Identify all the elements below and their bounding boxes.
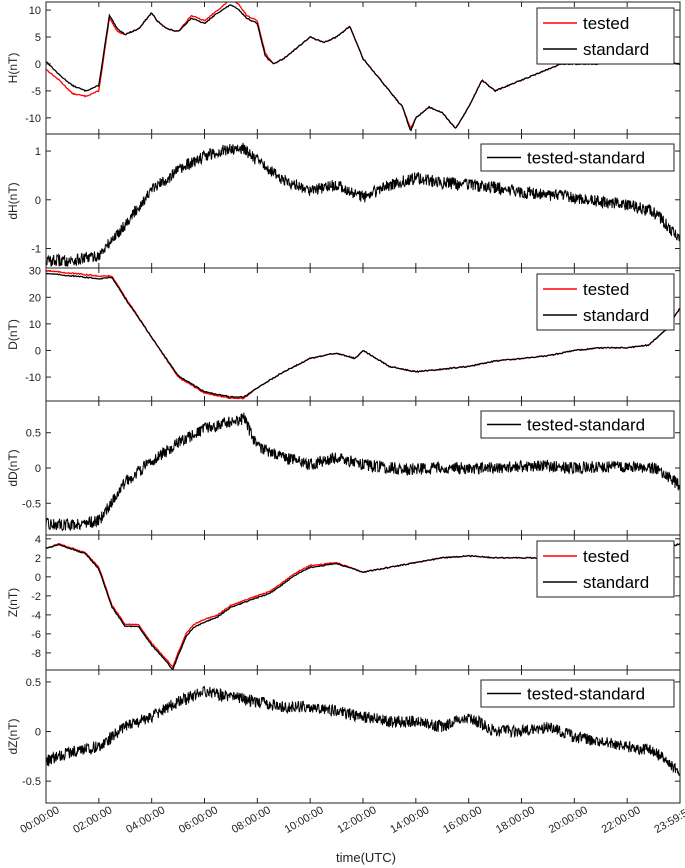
y-tick-label: 10 xyxy=(29,319,41,331)
x-tick-label: 12:00:00 xyxy=(335,804,378,836)
subplot-6: 0.5 0 -0.5 dZ(nT) tested-standard xyxy=(6,669,681,804)
x-tick-label: 22:00:00 xyxy=(600,804,643,836)
x-tick-label: 20:00:00 xyxy=(547,804,590,836)
x-tick-label: 04:00:00 xyxy=(124,804,167,836)
y-tick-label: 2 xyxy=(35,553,41,565)
y-axis-label: dD(nT) xyxy=(6,449,20,486)
y-tick-label: -2 xyxy=(31,591,41,603)
y-tick-label: 0 xyxy=(35,463,41,475)
shared-time-axis: 00:00:00 02:00:00 04:00:00 06:00:00 08:00:00… xyxy=(18,804,685,836)
legend: tested standard xyxy=(536,540,675,598)
y-tick-label: 4 xyxy=(35,534,41,546)
legend: tested-standard xyxy=(480,143,675,172)
x-tick-label: 08:00:00 xyxy=(230,804,273,836)
legend-label-diff: tested-standard xyxy=(527,416,645,435)
series-line-tested-standard xyxy=(46,412,680,532)
legend-label-diff: tested-standard xyxy=(527,149,645,168)
y-axis-label: Z(nT) xyxy=(6,588,20,617)
legend-box xyxy=(536,273,675,331)
legend-label-standard: standard xyxy=(583,306,649,325)
y-tick-label: 20 xyxy=(29,292,41,304)
legend-label-tested: tested xyxy=(583,14,629,33)
y-tick-label: 30 xyxy=(29,266,41,278)
y-tick-label: -10 xyxy=(25,372,41,384)
x-tick-label: 00:00:00 xyxy=(18,804,61,836)
y-tick-label: 1 xyxy=(35,146,41,158)
legend: tested standard xyxy=(536,273,675,331)
y-tick-label: 0 xyxy=(35,59,41,71)
series-group xyxy=(46,412,680,532)
x-tick-label: 18:00:00 xyxy=(494,804,537,836)
x-tick-label: 10:00:00 xyxy=(283,804,326,836)
legend: tested standard xyxy=(536,7,675,65)
series-line-standard xyxy=(46,272,680,399)
series-group xyxy=(46,270,680,400)
x-tick-label: 23:59:59 xyxy=(652,804,685,836)
legend-label-tested: tested xyxy=(583,547,629,566)
legend-box xyxy=(536,540,675,598)
y-tick-label: 0 xyxy=(35,572,41,584)
y-axis-label: D(nT) xyxy=(6,319,20,350)
legend-box xyxy=(480,143,675,172)
y-tick-label: -4 xyxy=(31,610,41,622)
subplot-5: 4 2 0 -2 -4 -6 -8 Z(nT) tested standard xyxy=(6,534,681,671)
legend-label-standard: standard xyxy=(583,573,649,592)
x-tick-label: 06:00:00 xyxy=(177,804,220,836)
subplot-stack: 1050-5-10H(nT)testedstandard10-1dH(nT)te… xyxy=(6,1,681,804)
series-line-tested-standard xyxy=(46,685,680,777)
legend-box xyxy=(536,7,675,65)
y-tick-label: -1 xyxy=(31,244,41,256)
subplot-1: 10 5 0 -5 -10 H(nT) tested standard xyxy=(6,1,681,135)
series-line-tested-standard xyxy=(46,142,680,267)
legend-label-diff: tested-standard xyxy=(527,685,645,704)
y-tick-label: -0.5 xyxy=(22,498,41,510)
subplot-3: 30 20 10 0 -10 D(nT) tested standard xyxy=(6,266,681,402)
subplot-2: 1 0 -1 dH(nT) tested-standard xyxy=(6,133,681,269)
axes-frame xyxy=(45,669,681,804)
legend: tested-standard xyxy=(480,679,675,708)
x-tick-label: 16:00:00 xyxy=(441,804,484,836)
y-tick-label: 0.5 xyxy=(26,677,41,689)
y-tick-label: -6 xyxy=(31,629,41,641)
y-tick-label: 0 xyxy=(35,345,41,357)
subplot-4: 0.5 0 -0.5dD(nT) tested-standard xyxy=(6,400,681,536)
legend-label-standard: standard xyxy=(583,40,649,59)
y-tick-label: 5 xyxy=(35,32,41,44)
series-group xyxy=(46,142,680,267)
legend-label-tested: tested xyxy=(583,280,629,299)
y-tick-label: 0.5 xyxy=(26,428,41,440)
y-tick-label: -0.5 xyxy=(22,776,41,788)
y-tick-label: -10 xyxy=(25,113,41,125)
y-tick-label: 0 xyxy=(35,195,41,207)
x-axis-label: time(UTC) xyxy=(336,850,396,865)
legend: tested-standard xyxy=(480,410,675,439)
y-axis-label: H(nT) xyxy=(6,53,20,84)
y-tick-label: -5 xyxy=(31,86,41,98)
y-axis-label: dZ(nT) xyxy=(6,718,20,754)
x-tick-label: 02:00:00 xyxy=(71,804,114,836)
y-tick-label: -8 xyxy=(31,648,41,660)
x-tick-label: 14:00:00 xyxy=(388,804,431,836)
y-axis-label: dH(nT) xyxy=(6,182,20,219)
y-tick-label: 0 xyxy=(35,727,41,739)
series-group xyxy=(46,685,680,777)
y-tick-label: 10 xyxy=(29,5,41,17)
